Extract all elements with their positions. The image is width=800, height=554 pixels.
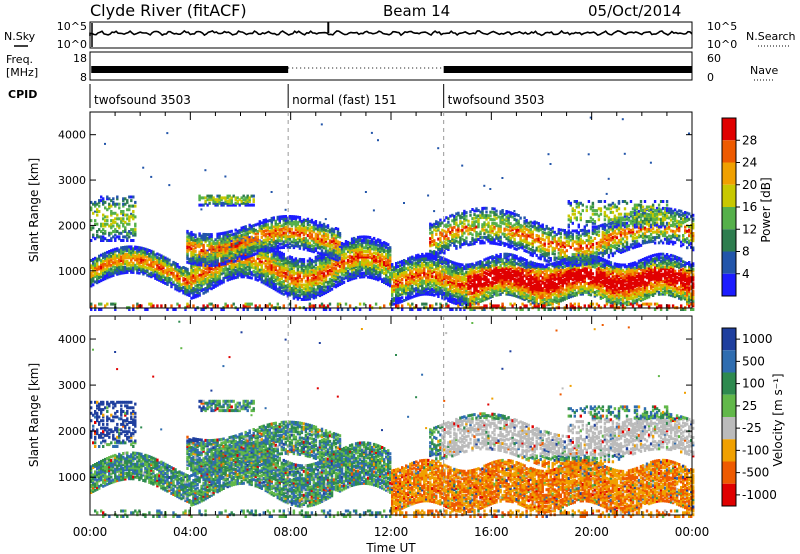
colorbar-swatch [722,373,736,395]
power-panel: 1000 2000 3000 4000 [58,112,694,311]
noise-tick-bottom: 10^0 [57,38,87,51]
velocity-heatmap [90,321,694,518]
noise-trace [90,22,692,47]
colorbar-tick-label: -25 [742,421,762,435]
date-title: 05/Oct/2014 [588,2,681,20]
velocity-ylabel: Slant Range [km] [27,363,41,467]
colorbar-swatch [722,439,736,461]
power-colorbar: 4 8 12 16 20 24 28 [722,118,757,296]
colorbar-swatch [722,484,736,506]
colorbar-tick-label: 8 [742,245,750,259]
colorbar-tick-label: 25 [742,399,757,413]
noise-panel: 10^5 10^0 10^5 10^0 [57,20,737,51]
colorbar-swatch [722,185,736,207]
x-tick-label: 20:00 [574,525,609,539]
velocity-colorbar: 1000 500 100 25 -25 -100 -500 -1000 [722,328,777,506]
y-tick-label: 3000 [58,174,86,187]
colorbar-tick-label: 4 [742,267,750,281]
y-tick-label: 3000 [58,379,86,392]
velocity-colorbar-label: Velocity [m s⁻¹] [771,373,785,466]
y-tick-label: 4000 [58,129,86,142]
colorbar-tick-label: 20 [742,178,757,192]
colorbar-swatch [722,395,736,417]
frequency-panel: 18 8 60 0 [73,52,721,84]
cpid-segment-label: normal (fast) 151 [292,93,396,107]
colorbar-swatch [722,274,736,296]
noise-right-tick-bottom: 10^0 [707,38,737,51]
colorbar-tick-label: 500 [742,354,765,368]
station-title: Clyde River (fitACF) [90,1,247,20]
y-tick-label: 2000 [58,219,86,232]
radar-figure: Clyde River (fitACF) Beam 14 05/Oct/2014… [0,0,800,554]
x-tick-label: 00:00 [73,525,108,539]
cpid-label: CPID [8,88,37,101]
x-axis-label: Time UT [365,541,416,554]
colorbar-tick-label: 100 [742,377,765,391]
power-heatmap [90,117,694,311]
freq-tick-top: 18 [73,52,87,65]
mhz-label: [MHz] [6,66,38,79]
noise-right-tick-top: 10^5 [707,20,737,33]
cpid-segment-label: twofsound 3503 [94,93,191,107]
colorbar-tick-label: -500 [742,466,769,480]
colorbar-swatch [722,350,736,372]
noise-tick-top: 10^5 [57,20,87,33]
colorbar-tick-label: 24 [742,156,757,170]
colorbar-swatch [722,462,736,484]
power-ylabel: Slant Range [km] [27,158,41,262]
nsky-label: N.Sky [4,30,36,43]
cpid-segment-label: twofsound 3503 [448,93,545,107]
x-tick-label: 16:00 [474,525,509,539]
y-tick-label: 4000 [58,333,86,346]
y-tick-label: 1000 [58,471,86,484]
colorbar-tick-label: -100 [742,443,769,457]
colorbar-swatch [722,417,736,439]
nave-tick-top: 60 [707,52,721,65]
y-tick-label: 1000 [58,265,86,278]
colorbar-swatch [722,207,736,229]
colorbar-swatch [722,118,736,140]
x-tick-label: 12:00 [374,525,409,539]
colorbar-tick-label: 28 [742,133,757,147]
colorbar-swatch [722,140,736,162]
time-axis: 00:00 04:00 08:00 12:00 16:00 20:00 00:00 [73,525,710,539]
nave-tick-bottom: 0 [707,71,714,84]
beam-title: Beam 14 [383,2,450,20]
freq-tick-bottom: 8 [80,71,87,84]
velocity-panel: 1000 2000 3000 4000 [58,316,694,518]
nsearch-label: N.Search [746,30,796,43]
nave-label: Nave [750,64,778,77]
x-tick-label: 00:00 [675,525,710,539]
power-colorbar-label: Power [dB] [759,177,773,242]
y-tick-label: 2000 [58,425,86,438]
colorbar-tick-label: 1000 [742,332,773,346]
cpid-row: twofsound 3503 normal (fast) 151 twofsound… [90,84,545,108]
freq-label: Freq. [6,53,33,66]
colorbar-tick-label: 16 [742,200,757,214]
colorbar-tick-label: 12 [742,222,757,236]
frequency-trace [91,66,692,80]
colorbar-swatch [722,163,736,185]
colorbar-tick-label: -1000 [742,488,777,502]
x-tick-label: 08:00 [273,525,308,539]
colorbar-swatch [722,229,736,251]
x-tick-label: 04:00 [173,525,208,539]
colorbar-swatch [722,252,736,274]
colorbar-swatch [722,328,736,350]
